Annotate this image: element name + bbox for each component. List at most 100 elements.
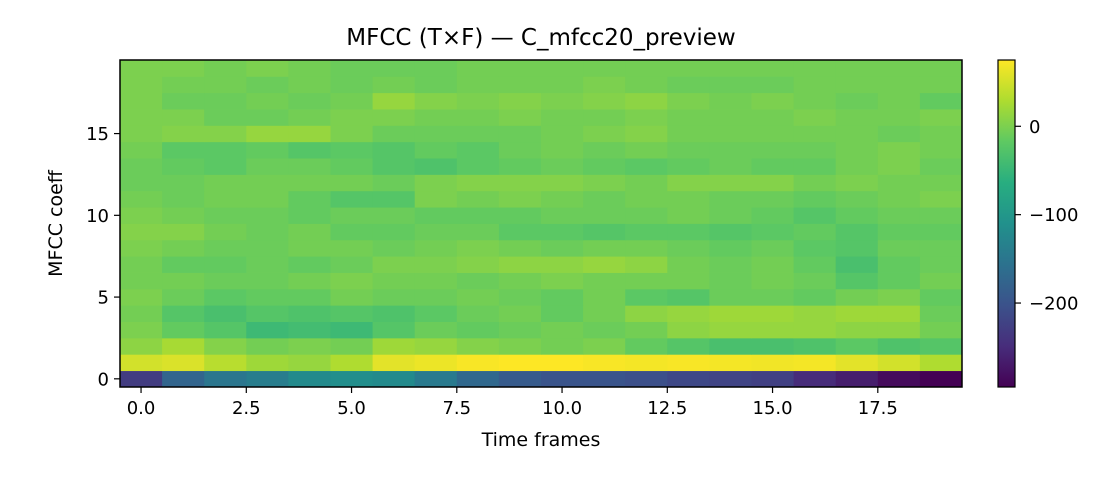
x-tick-label: 5.0 [337, 398, 366, 419]
heatmap-cell [204, 337, 247, 355]
heatmap-cells [120, 60, 963, 388]
heatmap-cell [246, 321, 289, 339]
heatmap-cell [541, 125, 584, 143]
heatmap-cell [583, 158, 626, 175]
heatmap-cell [330, 288, 373, 306]
heatmap-cell [793, 141, 837, 159]
heatmap-cell [414, 92, 458, 110]
heatmap-cell [372, 207, 416, 224]
heatmap-cell [835, 109, 879, 126]
heatmap-cell [162, 60, 205, 77]
heatmap-cell [372, 125, 416, 143]
heatmap-cell [330, 321, 373, 339]
heatmap-cell [793, 370, 837, 388]
heatmap-cell [498, 125, 542, 143]
heatmap-cell [456, 288, 500, 306]
heatmap-cell [793, 305, 837, 322]
heatmap-cell [288, 239, 331, 257]
heatmap-cell [541, 207, 584, 224]
heatmap-cell [583, 337, 626, 355]
heatmap-cell [330, 239, 373, 257]
heatmap-cell [120, 223, 163, 241]
heatmap-cell [204, 174, 247, 192]
heatmap-cell [793, 60, 837, 77]
heatmap-cell [667, 125, 710, 143]
heatmap-cell [330, 76, 373, 94]
heatmap-cell [162, 76, 205, 94]
heatmap-cell [625, 370, 668, 388]
heatmap-cell [625, 76, 668, 94]
heatmap-cell [835, 305, 879, 322]
heatmap-cell [162, 337, 205, 355]
heatmap-cell [120, 109, 163, 126]
heatmap-cell [625, 60, 668, 77]
heatmap-cell [709, 174, 752, 192]
heatmap-cell [456, 337, 500, 355]
heatmap-cell [541, 239, 584, 257]
heatmap-cell [583, 223, 626, 241]
heatmap-cell [414, 354, 458, 372]
heatmap-cell [667, 76, 710, 94]
heatmap-cell [583, 207, 626, 224]
heatmap-cell [498, 92, 542, 110]
heatmap-cell [288, 337, 331, 355]
heatmap-cell [120, 370, 163, 388]
heatmap-cell [498, 272, 542, 290]
heatmap-cell [877, 272, 921, 290]
heatmap-cell [288, 125, 331, 143]
heatmap-cell [372, 305, 416, 322]
heatmap-cell [120, 60, 163, 77]
heatmap-cell [498, 190, 542, 208]
heatmap-cell [456, 370, 500, 388]
heatmap-cell [751, 305, 794, 322]
y-tick-label: 15 [86, 124, 109, 145]
heatmap-cell [414, 125, 458, 143]
heatmap-cell [541, 223, 584, 241]
heatmap-cell [204, 109, 247, 126]
heatmap-cell [498, 141, 542, 159]
heatmap-cell [372, 158, 416, 175]
heatmap-cell [751, 207, 794, 224]
heatmap-cell [709, 305, 752, 322]
heatmap-cell [456, 256, 500, 273]
heatmap-cell [498, 354, 542, 372]
heatmap-cell [120, 76, 163, 94]
heatmap-cell [667, 354, 710, 372]
heatmap-cell [877, 256, 921, 273]
heatmap-cell [667, 207, 710, 224]
heatmap-cell [919, 272, 963, 290]
heatmap-cell [330, 370, 373, 388]
heatmap-cell [625, 223, 668, 241]
heatmap-cell [583, 272, 626, 290]
heatmap-cell [793, 158, 837, 175]
heatmap-cell [330, 190, 373, 208]
heatmap-cell [793, 354, 837, 372]
x-axis-ticks: 0.0 2.5 5.0 7.5 10.0 12.5 15.0 17.5 [127, 387, 898, 419]
heatmap-cell [414, 158, 458, 175]
heatmap-cell [246, 337, 289, 355]
heatmap-cell [288, 109, 331, 126]
heatmap-cell [583, 125, 626, 143]
heatmap-cell [583, 174, 626, 192]
heatmap-cell [372, 190, 416, 208]
heatmap-cell [204, 207, 247, 224]
heatmap-cell [498, 305, 542, 322]
heatmap-cell [751, 141, 794, 159]
heatmap-cell [162, 354, 205, 372]
heatmap-cell [625, 272, 668, 290]
heatmap-cell [709, 109, 752, 126]
heatmap-cell [204, 354, 247, 372]
heatmap-cell [835, 256, 879, 273]
heatmap-cell [120, 158, 163, 175]
heatmap-cell [751, 174, 794, 192]
heatmap-cell [372, 354, 416, 372]
heatmap-cell [372, 60, 416, 77]
heatmap-cell [625, 239, 668, 257]
heatmap-cell [667, 272, 710, 290]
heatmap-cell [246, 207, 289, 224]
heatmap-cell [246, 370, 289, 388]
heatmap-cell [667, 174, 710, 192]
heatmap-cell [835, 92, 879, 110]
heatmap-cell [204, 305, 247, 322]
heatmap-cell [162, 288, 205, 306]
